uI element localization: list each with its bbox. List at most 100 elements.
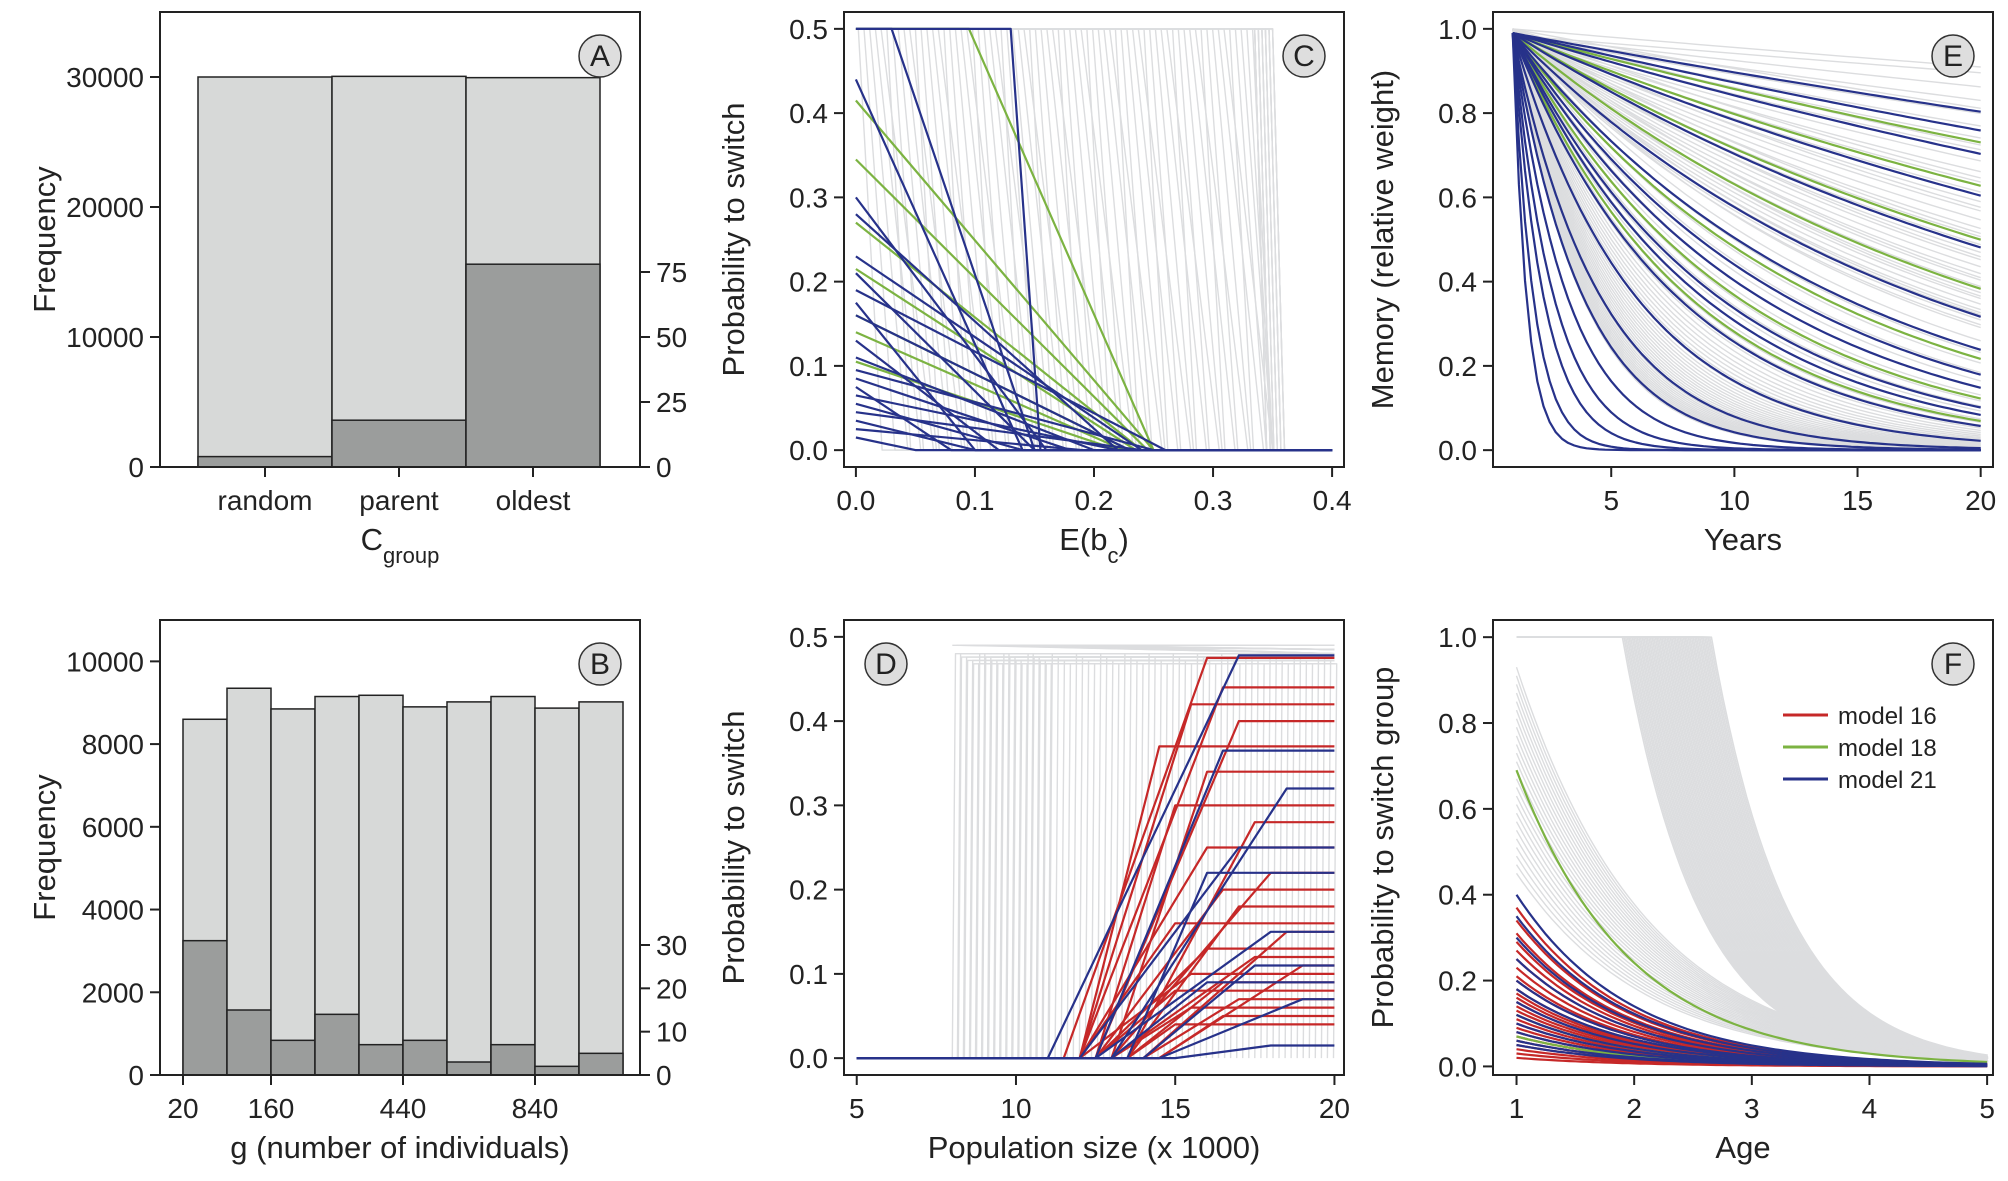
bar-secondary	[314, 1013, 360, 1076]
panel-b: 0 2000 4000 6000 8000 10000 0 10 20 30 20 160 440 840…	[27, 619, 687, 1165]
x-axis-label-subscript: c	[1107, 543, 1118, 568]
series-line-model-18	[1512, 32, 1981, 187]
y-tick-label: 0.4	[789, 98, 828, 129]
series-line-model-21	[1516, 1043, 1988, 1068]
series-line-model-18	[1511, 32, 1981, 400]
background-line	[1512, 34, 1981, 261]
background-line	[1512, 28, 1981, 444]
series-line-model-21	[1511, 32, 1982, 318]
y-tick-label: 0.4	[789, 706, 828, 737]
panel-letter: D	[875, 648, 897, 681]
x-tick-label: 4	[1862, 1093, 1878, 1124]
y-tick-label: 0	[128, 1060, 144, 1091]
x-axis-label: Cgroup	[361, 522, 440, 568]
series-line-model-21	[1511, 32, 1981, 442]
x-tick-label: 15	[1160, 1093, 1191, 1124]
background-line	[1512, 28, 1981, 434]
background-line	[1512, 34, 1981, 305]
y-tick-label: 20000	[66, 192, 144, 223]
background-line	[1512, 34, 1981, 230]
panel-letter: A	[590, 40, 610, 73]
series-line-model-21	[855, 436, 1333, 452]
x-tick-label: 20	[167, 1093, 198, 1124]
background-line	[1230, 28, 1268, 451]
background-line	[1248, 28, 1286, 451]
y-tick-label: 0.2	[1438, 966, 1477, 997]
legend: model 16 model 18 model 21	[1783, 703, 1937, 794]
y-tick-label: 0.5	[789, 14, 828, 45]
plot-frame	[1492, 619, 1994, 1076]
bar-secondary	[446, 1061, 492, 1076]
y-tick-label: 0.6	[1438, 794, 1477, 825]
plot-area	[1515, 636, 1989, 1068]
background-line	[1314, 653, 1335, 1059]
y-tick-label: 0.1	[789, 959, 828, 990]
y-tick-label: 8000	[82, 729, 144, 760]
x-axis-label: Population size (x 1000)	[928, 1130, 1261, 1165]
bar-secondary	[534, 1065, 580, 1076]
bar-secondary	[578, 1052, 624, 1076]
y-tick-label: 30000	[66, 62, 144, 93]
background-line	[1512, 28, 1981, 447]
series-line-model-18	[1512, 32, 1981, 144]
background-line	[1512, 34, 1981, 281]
series-line-model-21	[1512, 32, 1981, 197]
y-tick-label: 4000	[82, 895, 144, 926]
y-tick-label: 6000	[82, 812, 144, 843]
x-tick-label: 840	[512, 1093, 559, 1124]
bar-secondary	[226, 1009, 272, 1076]
background-line	[1512, 34, 1981, 300]
background-line	[1512, 34, 1981, 74]
plot-area	[856, 644, 1338, 1060]
background-line	[1512, 34, 1981, 254]
y-tick-label: 10000	[66, 646, 144, 677]
series-line-model-16	[856, 964, 1335, 1060]
bar-frequency	[197, 76, 333, 468]
panel-f: 1 2 3 4 5 0.0 0.2 0.4 0.6 0.8 1.0 Age Probability to…	[1365, 619, 1995, 1165]
y-tick-label: 0.4	[1438, 267, 1477, 298]
series-line-model-18	[1511, 32, 1981, 423]
y-tick-label: 1.0	[1438, 622, 1477, 653]
series-line-model-16	[856, 1023, 1335, 1060]
x-tick-label: 0.3	[1194, 485, 1233, 516]
x-tick-label: 20	[1965, 485, 1996, 516]
panel-badge	[578, 34, 622, 78]
panel-a: 0 10000 20000 30000 0 25 50 75 random parent oldes…	[27, 11, 687, 568]
background-line	[1512, 28, 1981, 279]
y-tick-label: 0.4	[1438, 880, 1477, 911]
background-line	[1515, 666, 1988, 1057]
bar-frequency	[490, 695, 536, 1076]
bar-secondary	[331, 419, 467, 468]
bar-frequency	[314, 695, 360, 1076]
background-line	[1512, 34, 1981, 115]
bar-secondary	[182, 939, 228, 1076]
bar-secondary	[197, 455, 333, 468]
y-tick-label: 0.8	[1438, 708, 1477, 739]
x-tick-label: 5	[849, 1093, 865, 1124]
series-line-model-21	[1511, 32, 1981, 451]
y-tick-label: 0.0	[1438, 1051, 1477, 1082]
x-tick-label: 1	[1509, 1093, 1525, 1124]
background-line	[1047, 663, 1335, 1059]
series-line-model-21	[1511, 32, 1981, 376]
y-axis-label: Probability to switch group	[1365, 667, 1400, 1029]
background-line	[1512, 28, 1981, 439]
background-line	[1512, 28, 1981, 432]
y-axis-label: Frequency	[27, 774, 62, 921]
y-axis-label: Probability to switch	[716, 103, 751, 377]
plot-frame	[159, 619, 641, 1076]
background-line	[1512, 28, 1981, 235]
y-tick-label: 0.6	[1438, 182, 1477, 213]
panel-badge	[578, 642, 622, 686]
series-line-model-18	[1511, 32, 1982, 360]
bar-secondary	[465, 263, 601, 468]
legend-label: model 21	[1838, 767, 1937, 794]
background-line	[1512, 34, 1981, 268]
background-line	[1512, 28, 1981, 396]
series-line-model-21	[1511, 33, 1981, 452]
background-line	[1512, 28, 1981, 420]
panel-letter: B	[590, 648, 610, 681]
x-tick-label: 0.0	[836, 485, 875, 516]
background-line	[1512, 34, 1981, 88]
